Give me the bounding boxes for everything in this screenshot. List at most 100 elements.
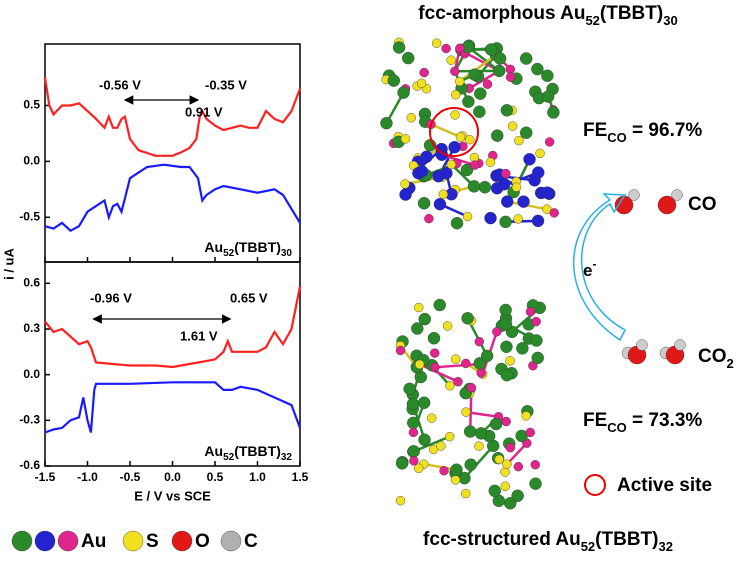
legend-label: O xyxy=(195,531,210,552)
atom xyxy=(450,464,462,476)
text-part: CO xyxy=(698,346,727,367)
atom xyxy=(508,122,517,131)
atom xyxy=(451,355,460,364)
atom xyxy=(450,67,459,76)
atom xyxy=(407,398,419,410)
atom xyxy=(512,183,521,192)
atom xyxy=(465,459,477,471)
y-tick-label: 0.6 xyxy=(23,275,40,289)
atom xyxy=(436,441,445,450)
atom xyxy=(501,482,510,491)
fe-bottom: FECO = 73.3% xyxy=(583,410,702,435)
atom xyxy=(461,359,470,368)
atom xyxy=(531,460,540,469)
atom xyxy=(486,158,495,167)
atom xyxy=(421,151,433,163)
text-part: FE xyxy=(583,410,607,431)
atom xyxy=(532,352,544,364)
atom xyxy=(388,75,400,87)
atom xyxy=(418,197,430,209)
atom xyxy=(411,323,423,335)
atom xyxy=(470,161,479,170)
atom xyxy=(532,167,544,179)
atom xyxy=(447,160,456,169)
atom xyxy=(420,68,429,77)
text-part: 52 xyxy=(223,248,235,259)
x-axis-label: E / V vs SCE xyxy=(134,488,211,503)
atom xyxy=(500,216,512,228)
atom xyxy=(393,42,405,54)
atom xyxy=(461,489,470,498)
legend-label: C xyxy=(244,531,258,552)
atom xyxy=(524,153,536,165)
atom xyxy=(520,127,532,139)
bond xyxy=(431,124,461,137)
data-line xyxy=(45,165,300,231)
legend-label: Au xyxy=(81,531,106,552)
text-part: = 96.7% xyxy=(627,120,703,141)
atom xyxy=(409,428,418,437)
atom xyxy=(404,383,416,395)
atom xyxy=(492,327,501,336)
atom xyxy=(430,349,439,358)
x-tick-label: -1.5 xyxy=(35,470,56,484)
atom xyxy=(467,383,476,392)
atom xyxy=(416,165,428,177)
atom xyxy=(469,69,481,81)
atom xyxy=(451,110,460,119)
atom xyxy=(396,496,405,505)
atom xyxy=(462,96,474,108)
panel-label: Au52(TBBT)32 xyxy=(204,443,292,463)
atom xyxy=(502,417,511,426)
active-site-label: Active site xyxy=(617,475,712,496)
atom xyxy=(477,369,486,378)
atom xyxy=(483,80,492,89)
atom xyxy=(455,77,464,86)
bottom-title: fcc-structured Au52(TBBT)32 xyxy=(423,529,673,554)
annotation: -0.96 V xyxy=(90,290,132,305)
atom xyxy=(427,414,436,423)
atom xyxy=(417,79,426,88)
text-part: 30 xyxy=(281,248,293,259)
atom xyxy=(501,369,513,381)
text-part: 30 xyxy=(663,13,677,28)
plot-frame xyxy=(45,44,300,262)
atom xyxy=(532,317,541,326)
atom xyxy=(398,87,410,99)
atom xyxy=(401,179,410,188)
atom xyxy=(463,212,472,221)
top-title: fcc-amorphous Au52(TBBT)30 xyxy=(418,3,677,28)
text-part: 52 xyxy=(585,13,599,28)
atom xyxy=(453,377,462,386)
atom xyxy=(402,52,414,64)
atom xyxy=(473,106,485,118)
y-tick-label: 0.3 xyxy=(23,321,40,335)
atom xyxy=(474,442,483,451)
atom xyxy=(493,65,505,77)
atom xyxy=(494,53,506,65)
atom xyxy=(221,531,241,551)
atom xyxy=(123,531,143,551)
cycle-arrow xyxy=(574,194,625,340)
atom xyxy=(491,130,503,142)
atom xyxy=(408,445,420,457)
text-part: Au xyxy=(204,443,223,459)
atom xyxy=(514,214,523,223)
atom xyxy=(526,307,535,316)
panel-label: Au52(TBBT)30 xyxy=(204,239,292,259)
atom xyxy=(432,39,441,48)
text-part: 32 xyxy=(281,452,293,463)
text-part: 52 xyxy=(581,539,595,554)
atom xyxy=(490,418,502,430)
atom xyxy=(514,136,523,145)
y-tick-label: 0.0 xyxy=(23,154,40,168)
fe-top: FECO = 96.7% xyxy=(583,120,702,145)
x-tick-label: 0.0 xyxy=(164,470,181,484)
atom xyxy=(451,217,463,229)
atom xyxy=(541,70,553,82)
reactant-label: CO2 xyxy=(698,346,734,371)
atom xyxy=(500,341,512,353)
active-site-icon xyxy=(585,475,605,495)
atom xyxy=(464,426,476,438)
